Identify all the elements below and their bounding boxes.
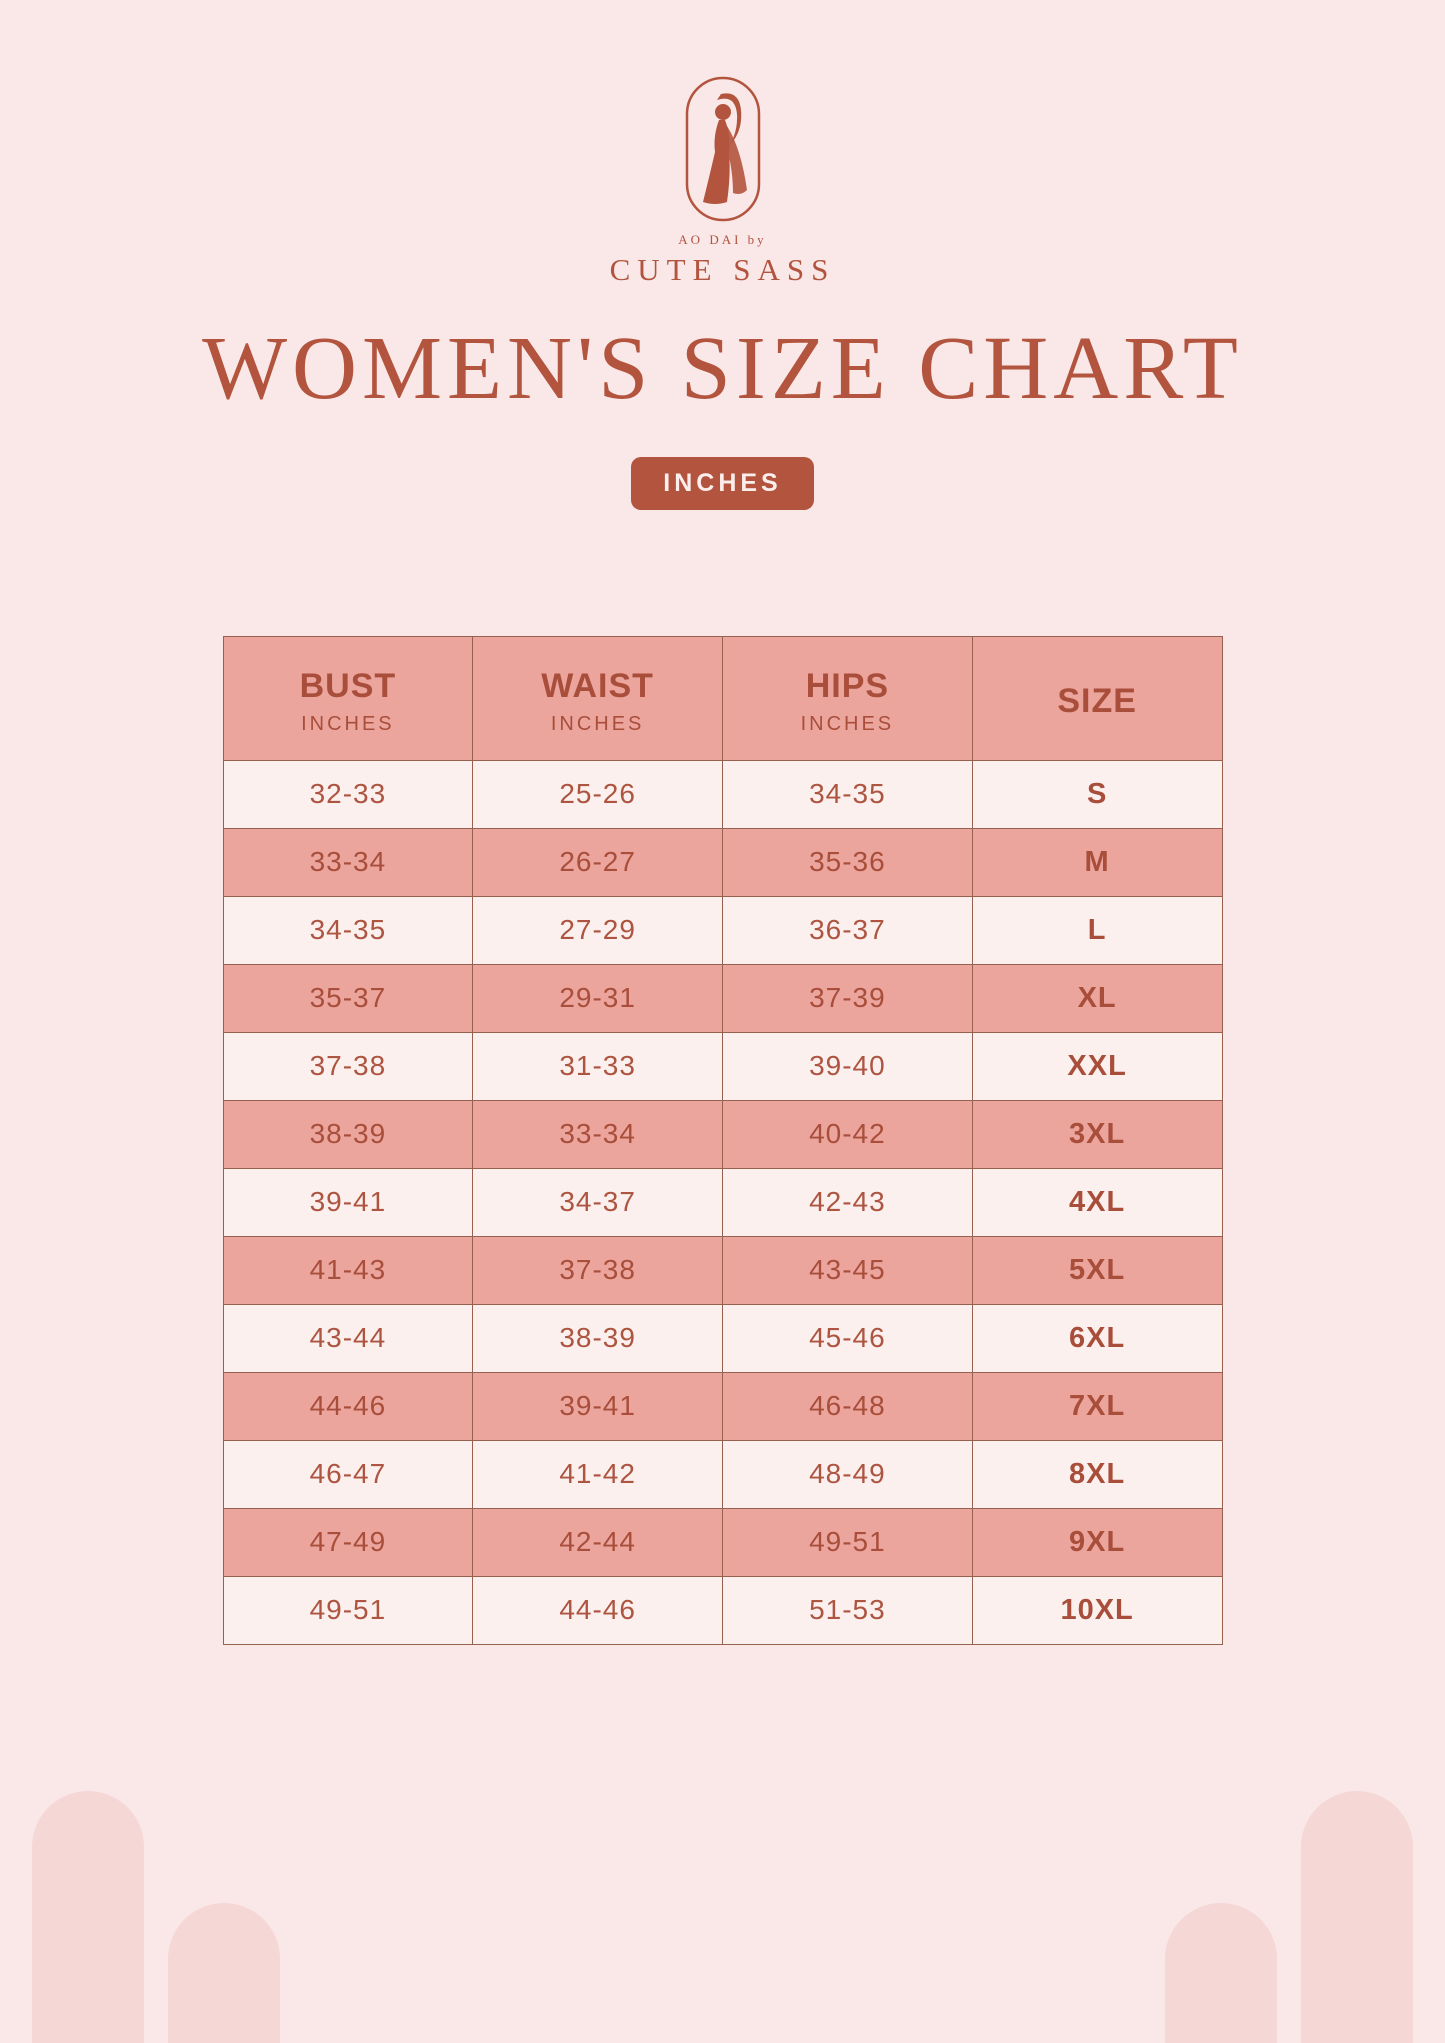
size-cell: 9XL xyxy=(971,1507,1223,1577)
brand-name: CUTE SASS xyxy=(609,252,836,287)
size-table: BUST INCHES WAIST INCHES HIPS INCHES SIZE 32-3… xyxy=(222,635,1223,1645)
measurement-cell: 49-51 xyxy=(722,1507,973,1577)
size-cell: M xyxy=(971,827,1223,897)
measurement-cell: 26-27 xyxy=(472,827,723,897)
size-chart-section: BUST INCHES WAIST INCHES HIPS INCHES SIZE 32-3… xyxy=(0,635,1445,1645)
size-cell: XXL xyxy=(971,1031,1223,1101)
column-header-waist: WAIST INCHES xyxy=(472,635,723,761)
measurement-cell: 42-44 xyxy=(472,1507,723,1577)
size-cell: XL xyxy=(971,963,1223,1033)
table-row: 34-35 27-29 36-37 L xyxy=(222,895,1223,965)
column-sublabel: INCHES xyxy=(301,712,395,735)
decorative-arch-right-inner xyxy=(1165,1903,1277,2043)
measurement-cell: 39-41 xyxy=(222,1167,474,1237)
measurement-cell: 38-39 xyxy=(472,1303,723,1373)
measurement-cell: 31-33 xyxy=(472,1031,723,1101)
decorative-arch-right-outer xyxy=(1301,1791,1413,2043)
table-row: 46-47 41-42 48-49 8XL xyxy=(222,1439,1223,1509)
size-cell: S xyxy=(971,759,1223,829)
measurement-cell: 44-46 xyxy=(472,1575,723,1645)
table-row: 35-37 29-31 37-39 XL xyxy=(222,963,1223,1033)
page-title: WOMEN'S SIZE CHART xyxy=(202,319,1243,418)
measurement-cell: 43-44 xyxy=(222,1303,474,1373)
table-row: 33-34 26-27 35-36 M xyxy=(222,827,1223,897)
measurement-cell: 45-46 xyxy=(722,1303,973,1373)
measurement-cell: 44-46 xyxy=(222,1371,474,1441)
brand-logo: AO DAI by CUTE SASS xyxy=(0,0,1445,288)
table-row: 43-44 38-39 45-46 6XL xyxy=(222,1303,1223,1373)
table-row: 47-49 42-44 49-51 9XL xyxy=(222,1507,1223,1577)
measurement-cell: 43-45 xyxy=(722,1235,973,1305)
measurement-cell: 34-35 xyxy=(222,895,474,965)
measurement-cell: 51-53 xyxy=(722,1575,973,1645)
table-row: 41-43 37-38 43-45 5XL xyxy=(222,1235,1223,1305)
measurement-cell: 35-36 xyxy=(722,827,973,897)
size-table-body: 32-33 25-26 34-35 S 33-34 26-27 35-36 M 34-35 27-… xyxy=(222,759,1223,1645)
measurement-cell: 25-26 xyxy=(472,759,723,829)
measurement-cell: 39-40 xyxy=(722,1031,973,1101)
measurement-cell: 49-51 xyxy=(222,1575,474,1645)
measurement-cell: 47-49 xyxy=(222,1507,474,1577)
size-cell: 3XL xyxy=(971,1099,1223,1169)
measurement-cell: 33-34 xyxy=(222,827,474,897)
table-row: 37-38 31-33 39-40 XXL xyxy=(222,1031,1223,1101)
column-sublabel: INCHES xyxy=(550,712,645,735)
measurement-cell: 46-48 xyxy=(722,1371,973,1441)
brand-tagline: AO DAI by xyxy=(678,232,767,247)
column-label: HIPS xyxy=(805,666,890,705)
measurement-cell: 33-34 xyxy=(472,1099,723,1169)
measurement-cell: 41-43 xyxy=(222,1235,474,1305)
column-sublabel: INCHES xyxy=(800,712,895,735)
measurement-cell: 40-42 xyxy=(722,1099,973,1169)
woman-in-ao-dai-icon xyxy=(685,76,760,222)
size-cell: 7XL xyxy=(971,1371,1223,1441)
decorative-arch-left-outer xyxy=(32,1791,144,2043)
measurement-cell: 37-39 xyxy=(722,963,973,1033)
size-cell: L xyxy=(971,895,1223,965)
table-row: 38-39 33-34 40-42 3XL xyxy=(222,1099,1223,1169)
measurement-cell: 41-42 xyxy=(472,1439,723,1509)
size-cell: 10XL xyxy=(971,1575,1223,1645)
column-header-size: SIZE xyxy=(971,635,1223,761)
table-row: 39-41 34-37 42-43 4XL xyxy=(222,1167,1223,1237)
measurement-cell: 34-35 xyxy=(722,759,973,829)
header-row: BUST INCHES WAIST INCHES HIPS INCHES SIZE xyxy=(222,635,1223,761)
column-label: BUST xyxy=(299,666,397,705)
measurement-cell: 32-33 xyxy=(222,759,474,829)
measurement-cell: 29-31 xyxy=(472,963,723,1033)
decorative-arch-left-inner xyxy=(168,1903,280,2043)
measurement-cell: 34-37 xyxy=(472,1167,723,1237)
size-table-head: BUST INCHES WAIST INCHES HIPS INCHES SIZE xyxy=(222,635,1223,761)
measurement-cell: 27-29 xyxy=(472,895,723,965)
poster: AO DAI by CUTE SASS WOMEN'S SIZE CHART I… xyxy=(0,0,1445,1645)
measurement-cell: 38-39 xyxy=(222,1099,474,1169)
column-header-hips: HIPS INCHES xyxy=(722,635,973,761)
measurement-cell: 35-37 xyxy=(222,963,474,1033)
size-cell: 6XL xyxy=(971,1303,1223,1373)
size-cell: 5XL xyxy=(971,1235,1223,1305)
column-label: WAIST xyxy=(541,666,654,705)
measurement-cell: 39-41 xyxy=(472,1371,723,1441)
size-cell: 4XL xyxy=(971,1167,1223,1237)
measurement-cell: 46-47 xyxy=(222,1439,474,1509)
measurement-cell: 37-38 xyxy=(222,1031,474,1101)
table-row: 32-33 25-26 34-35 S xyxy=(222,759,1223,829)
measurement-cell: 42-43 xyxy=(722,1167,973,1237)
table-row: 44-46 39-41 46-48 7XL xyxy=(222,1371,1223,1441)
table-row: 49-51 44-46 51-53 10XL xyxy=(222,1575,1223,1645)
measurement-cell: 48-49 xyxy=(722,1439,973,1509)
measurement-cell: 37-38 xyxy=(472,1235,723,1305)
measurement-cell: 36-37 xyxy=(722,895,973,965)
column-header-bust: BUST INCHES xyxy=(222,635,474,761)
size-cell: 8XL xyxy=(971,1439,1223,1509)
column-label: SIZE xyxy=(1057,681,1137,720)
unit-badge: INCHES xyxy=(631,456,814,510)
